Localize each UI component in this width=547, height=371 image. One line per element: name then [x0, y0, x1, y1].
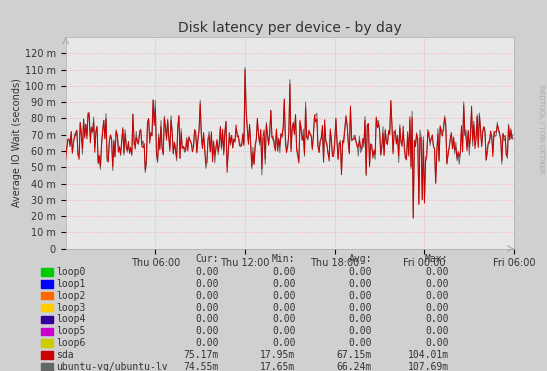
- Text: 0.00: 0.00: [425, 303, 449, 312]
- Text: 0.00: 0.00: [348, 267, 372, 277]
- Text: 0.00: 0.00: [272, 267, 295, 277]
- Text: 0.00: 0.00: [348, 303, 372, 312]
- Text: 0.00: 0.00: [195, 338, 219, 348]
- Text: Avg:: Avg:: [348, 253, 372, 263]
- Text: Cur:: Cur:: [195, 253, 219, 263]
- Text: loop4: loop4: [56, 315, 85, 324]
- Text: 0.00: 0.00: [195, 315, 219, 324]
- Text: loop6: loop6: [56, 338, 85, 348]
- Text: 0.00: 0.00: [272, 279, 295, 289]
- Text: 0.00: 0.00: [425, 326, 449, 336]
- Text: 0.00: 0.00: [348, 338, 372, 348]
- Text: 0.00: 0.00: [272, 315, 295, 324]
- Text: 0.00: 0.00: [195, 303, 219, 312]
- Text: RRDTOOL / TOBI OETIKER: RRDTOOL / TOBI OETIKER: [538, 85, 544, 174]
- Text: loop0: loop0: [56, 267, 85, 277]
- Text: 104.01m: 104.01m: [408, 350, 449, 360]
- Text: loop5: loop5: [56, 326, 85, 336]
- Text: sda: sda: [56, 350, 73, 360]
- Text: 0.00: 0.00: [348, 326, 372, 336]
- Y-axis label: Average IO Wait (seconds): Average IO Wait (seconds): [12, 78, 22, 207]
- Text: 107.69m: 107.69m: [408, 362, 449, 371]
- Text: 0.00: 0.00: [348, 279, 372, 289]
- Text: 0.00: 0.00: [195, 279, 219, 289]
- Text: 0.00: 0.00: [425, 267, 449, 277]
- Text: 67.15m: 67.15m: [337, 350, 372, 360]
- Text: loop1: loop1: [56, 279, 85, 289]
- Text: 0.00: 0.00: [195, 267, 219, 277]
- Title: Disk latency per device - by day: Disk latency per device - by day: [178, 20, 402, 35]
- Text: 0.00: 0.00: [195, 291, 219, 301]
- Text: Max:: Max:: [425, 253, 449, 263]
- Text: 0.00: 0.00: [272, 303, 295, 312]
- Text: 0.00: 0.00: [425, 315, 449, 324]
- Text: 0.00: 0.00: [425, 291, 449, 301]
- Text: 0.00: 0.00: [348, 291, 372, 301]
- Text: 17.95m: 17.95m: [260, 350, 295, 360]
- Text: 0.00: 0.00: [272, 291, 295, 301]
- Text: 17.65m: 17.65m: [260, 362, 295, 371]
- Text: 0.00: 0.00: [425, 338, 449, 348]
- Text: 0.00: 0.00: [272, 338, 295, 348]
- Text: 0.00: 0.00: [425, 279, 449, 289]
- Text: 75.17m: 75.17m: [184, 350, 219, 360]
- Text: 74.55m: 74.55m: [184, 362, 219, 371]
- Text: loop2: loop2: [56, 291, 85, 301]
- Text: Min:: Min:: [272, 253, 295, 263]
- Text: 66.24m: 66.24m: [337, 362, 372, 371]
- Text: 0.00: 0.00: [195, 326, 219, 336]
- Text: loop3: loop3: [56, 303, 85, 312]
- Text: ubuntu-vg/ubuntu-lv: ubuntu-vg/ubuntu-lv: [56, 362, 167, 371]
- Text: 0.00: 0.00: [348, 315, 372, 324]
- Text: 0.00: 0.00: [272, 326, 295, 336]
